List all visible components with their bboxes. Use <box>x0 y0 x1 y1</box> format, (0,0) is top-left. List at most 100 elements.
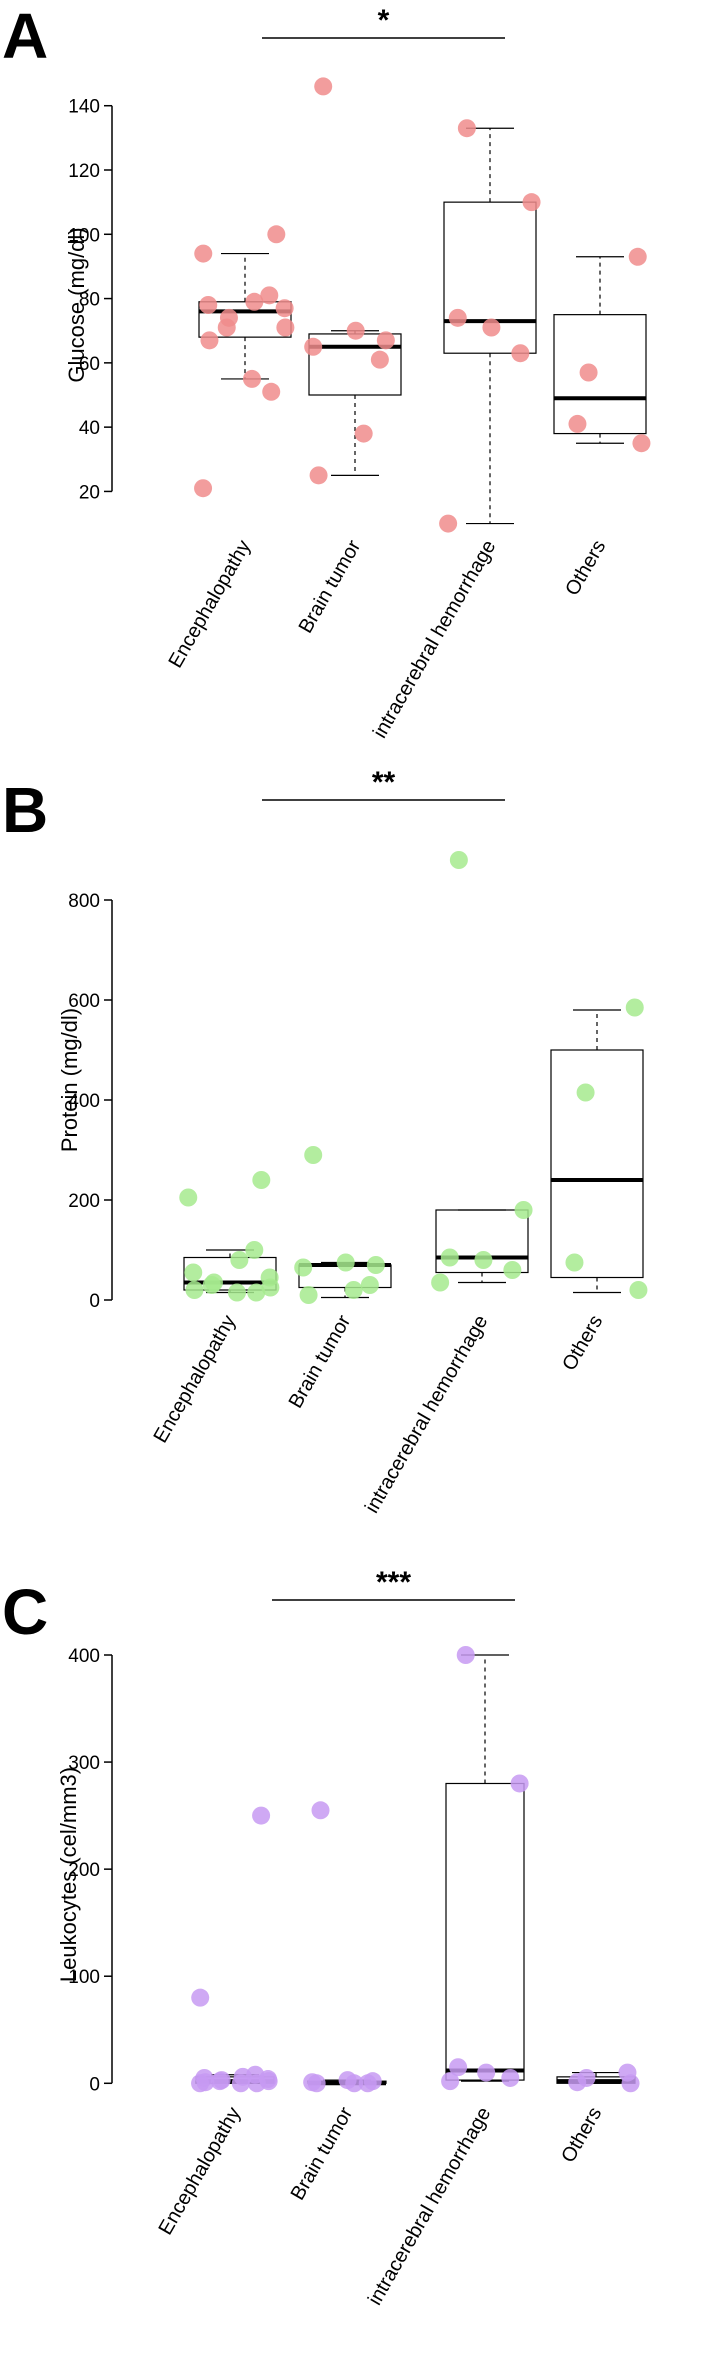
y-tick-label: 400 <box>68 1091 100 1112</box>
data-point <box>449 2058 468 2077</box>
data-point <box>501 2068 520 2087</box>
data-point <box>261 1278 280 1297</box>
data-point <box>242 369 261 388</box>
data-point <box>632 434 651 453</box>
data-point <box>376 331 395 350</box>
y-axis-label: Leukocytes (cel/mm3) <box>56 1767 81 1982</box>
y-tick-label: 0 <box>89 2074 100 2095</box>
leukocytes-chart-panel: C *** 0 100 200 300 400 Leukocytes (cel/mm3) Enc… <box>0 1560 719 2362</box>
protein-chart: B ** 0 200 400 600 800 Protein (mg/dl) Encephalo… <box>2 766 648 1517</box>
y-tick-label: 20 <box>79 482 100 503</box>
data-point <box>275 299 294 318</box>
x-category-label: intracerebral hemorrhage <box>369 537 500 742</box>
data-point <box>276 318 295 337</box>
data-point <box>565 1253 584 1272</box>
x-category-label: Others <box>557 2104 606 2167</box>
data-point <box>345 2074 364 2093</box>
data-point <box>514 1201 533 1219</box>
significance-label: ** <box>372 766 396 799</box>
y-axis-label: Protein (mg/dl) <box>57 1008 82 1152</box>
x-category-label: Brain tumor <box>295 536 366 637</box>
data-point <box>217 318 236 337</box>
data-point <box>336 1253 355 1272</box>
glucose-chart-panel: A * 20 40 60 80 100 120 140 Glucose (mg/dl) Enceph… <box>0 0 719 760</box>
x-category-label: intracerebral hemorrhage <box>364 2104 495 2309</box>
data-point <box>441 2072 460 2091</box>
significance-label: *** <box>376 1566 411 1599</box>
data-point <box>510 1774 529 1793</box>
y-tick-label: 0 <box>89 1291 100 1312</box>
data-point <box>304 337 323 356</box>
data-point <box>449 851 468 869</box>
data-point <box>366 1256 385 1274</box>
data-point <box>482 318 501 337</box>
data-point <box>179 1188 198 1207</box>
x-category-label: Others <box>561 537 610 600</box>
data-point <box>477 2063 496 2082</box>
y-tick-label: 800 <box>68 891 100 912</box>
box <box>443 201 537 354</box>
leukocytes-chart: C *** 0 100 200 300 400 Leukocytes (cel/mm3) Enc… <box>2 1566 640 2309</box>
data-point <box>230 1251 249 1269</box>
panel-letter-c: C <box>2 1576 48 1648</box>
data-point <box>194 244 213 263</box>
data-point <box>210 2072 229 2091</box>
y-tick-label: 120 <box>68 161 100 182</box>
data-point <box>247 2074 266 2093</box>
data-point <box>354 424 373 443</box>
y-axis-label: Glucose (mg/dl) <box>64 227 89 382</box>
data-point <box>252 1806 271 1825</box>
y-tick-label: 140 <box>68 97 100 118</box>
box <box>553 314 647 435</box>
data-point <box>299 1286 318 1304</box>
data-point <box>191 2074 210 2093</box>
data-point <box>304 1146 323 1164</box>
glucose-chart: A * 20 40 60 80 100 120 140 Glucose (mg/dl) Enceph… <box>2 0 651 742</box>
box <box>550 1049 644 1279</box>
box <box>198 301 292 338</box>
data-point <box>194 479 213 498</box>
y-tick-label: 200 <box>68 1191 100 1212</box>
y-tick-label: 400 <box>68 1646 100 1667</box>
data-point <box>474 1251 493 1269</box>
data-point <box>511 344 530 363</box>
data-point <box>522 193 541 212</box>
data-point <box>245 292 264 311</box>
y-tick-label: 100 <box>68 1967 100 1988</box>
data-point <box>625 998 644 1017</box>
y-tick-label: 600 <box>68 991 100 1012</box>
data-point <box>370 350 389 369</box>
data-point <box>185 1281 204 1299</box>
x-category-label: Encephalopathy <box>155 2104 246 2239</box>
data-point <box>358 2074 377 2093</box>
x-category-label: Brain tumor <box>285 1311 356 1412</box>
data-point <box>245 1241 264 1259</box>
protein-chart-panel: B ** 0 200 400 600 800 Protein (mg/dl) Encephalo… <box>0 760 719 1560</box>
data-point <box>227 1283 246 1302</box>
data-point <box>260 286 279 305</box>
data-point <box>579 363 598 382</box>
y-tick-label: 100 <box>68 225 100 246</box>
data-point <box>184 1263 203 1282</box>
data-point <box>247 1283 266 1302</box>
y-tick-label: 80 <box>79 290 100 311</box>
data-point <box>431 1273 450 1292</box>
data-point <box>439 514 458 533</box>
data-point <box>621 2074 640 2093</box>
data-point <box>309 466 328 485</box>
data-point <box>262 382 281 401</box>
data-point <box>252 1171 271 1189</box>
data-point <box>294 1258 313 1277</box>
data-point <box>231 2074 250 2093</box>
data-point <box>346 321 365 340</box>
data-point <box>629 1281 648 1299</box>
y-tick-label: 200 <box>68 1860 100 1881</box>
panel-letter-b: B <box>2 774 48 846</box>
data-point <box>576 1083 595 1102</box>
data-point <box>360 1276 379 1294</box>
box <box>445 1782 525 2081</box>
data-point <box>456 1646 475 1664</box>
panel-letter-a: A <box>2 0 48 72</box>
y-tick-label: 60 <box>79 354 100 375</box>
data-point <box>191 1988 210 2007</box>
